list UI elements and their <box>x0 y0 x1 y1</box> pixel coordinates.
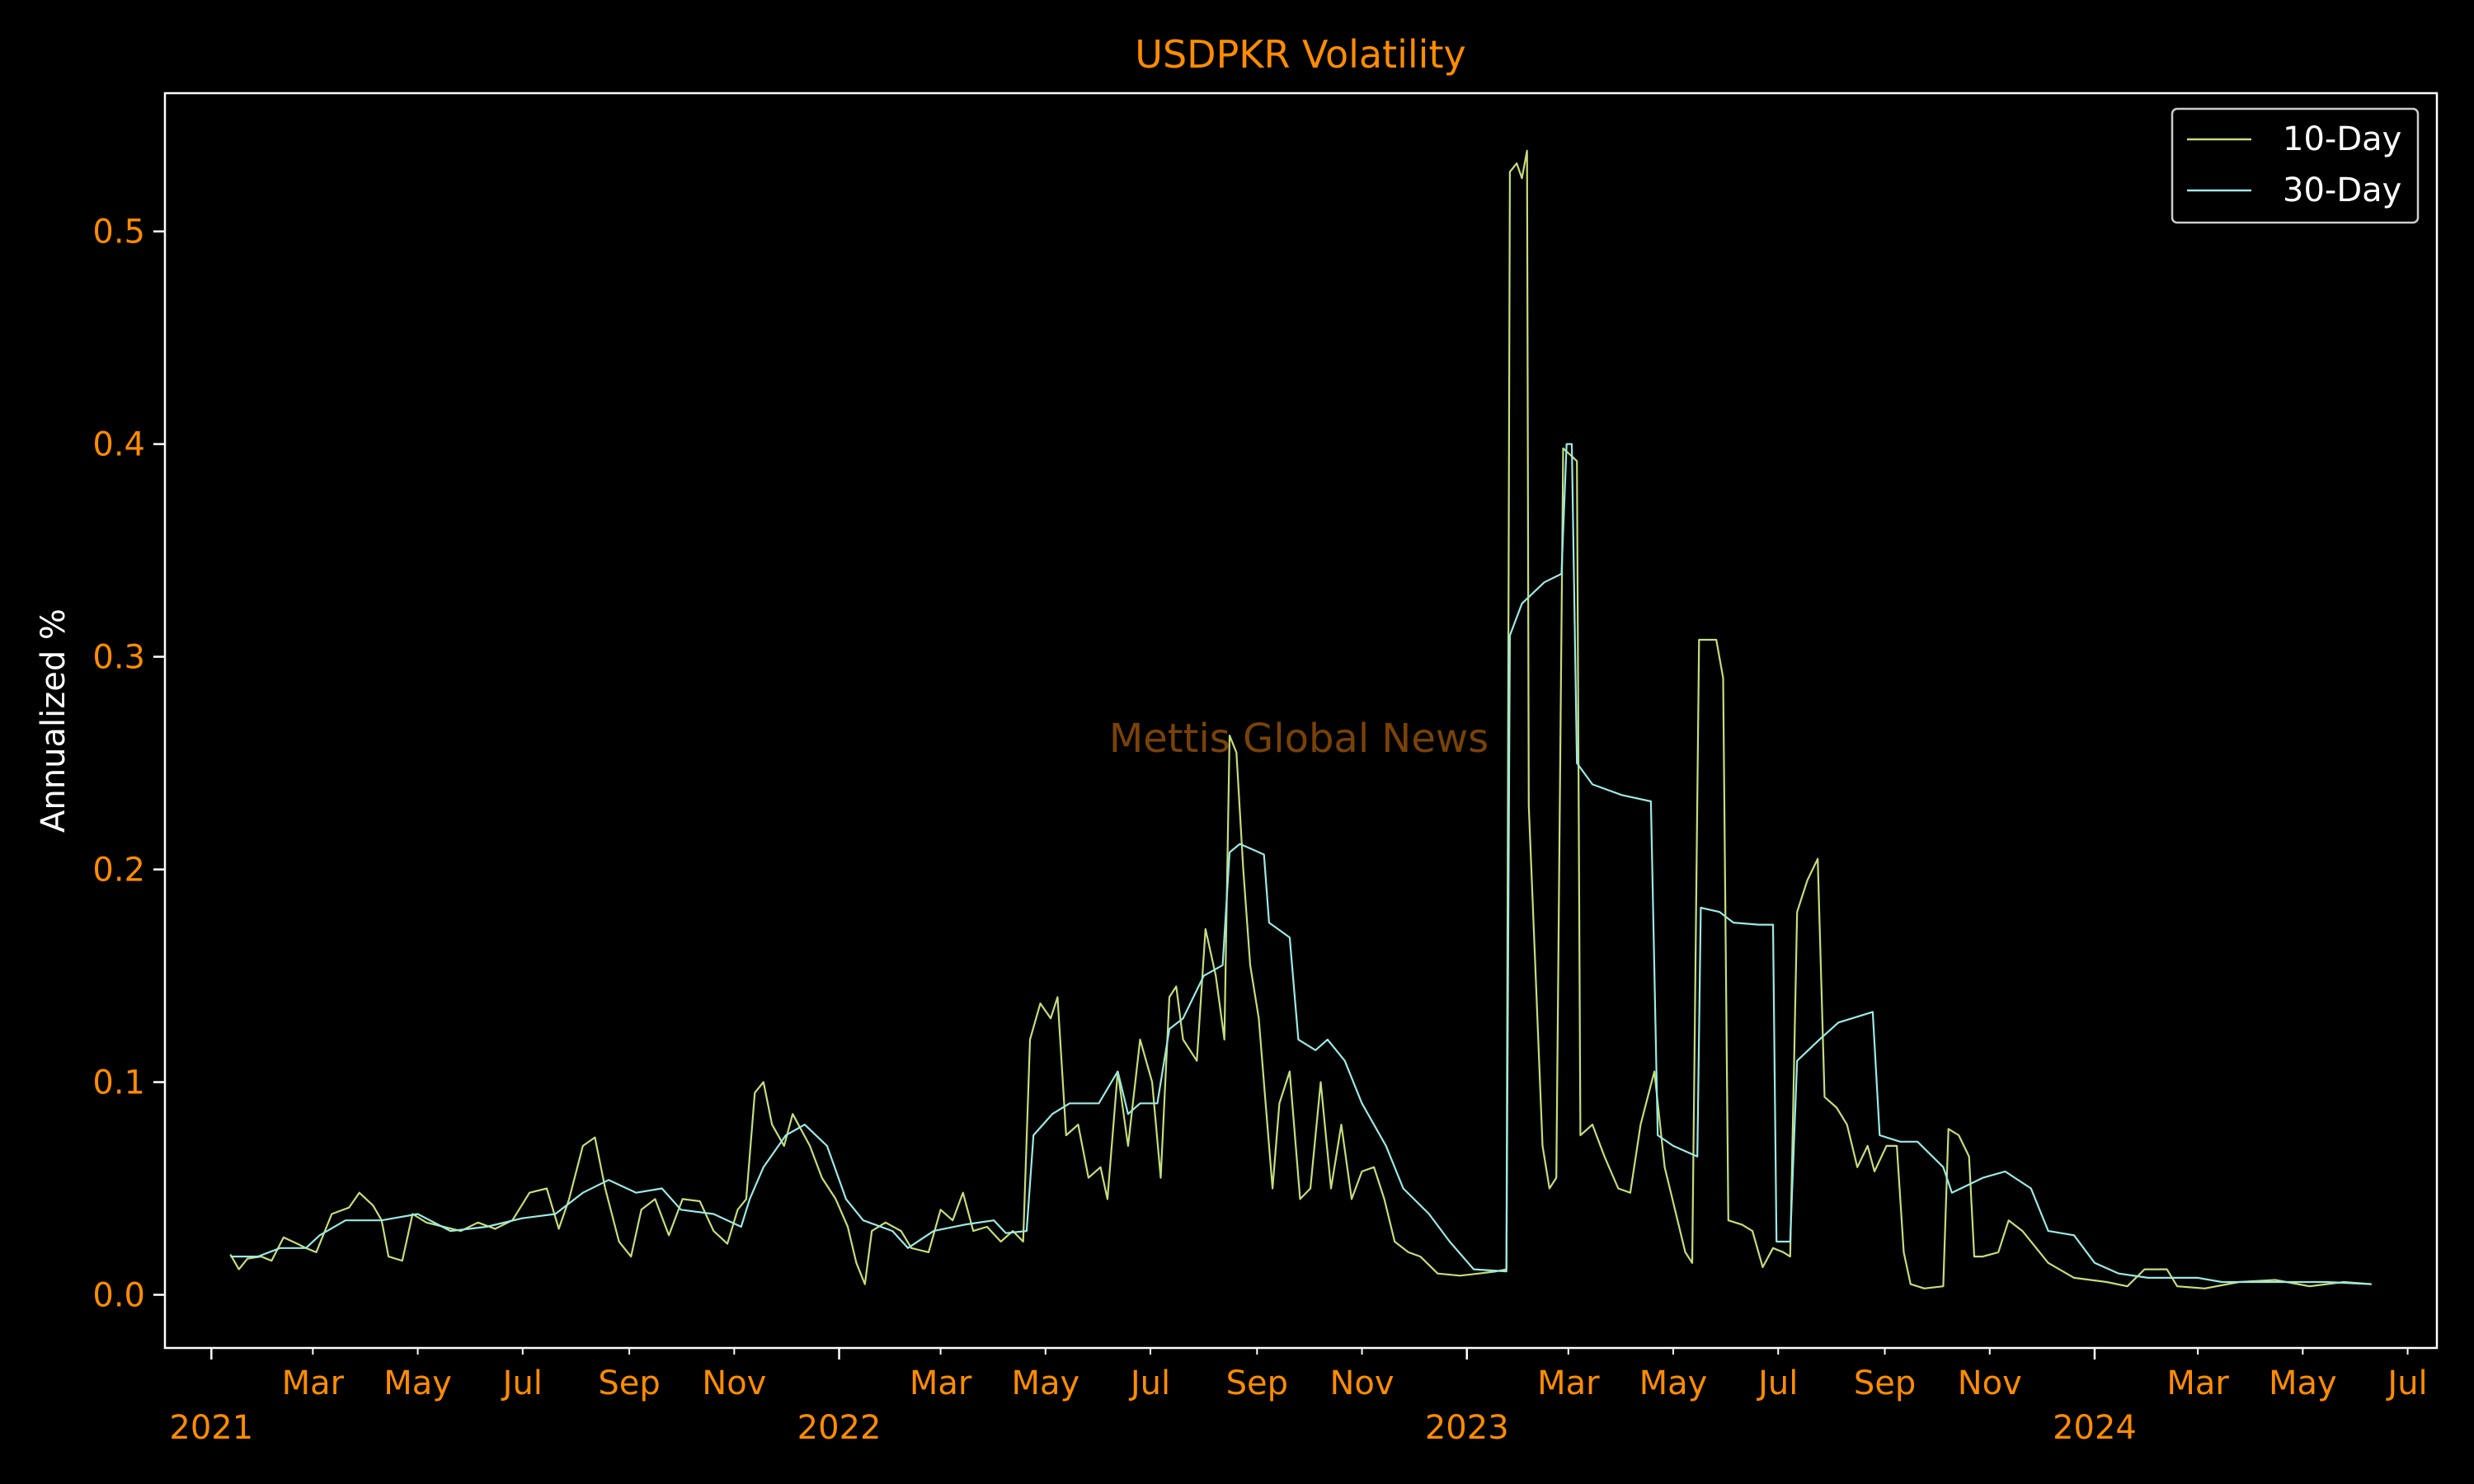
x-month-label: Sep <box>1854 1364 1916 1402</box>
y-tick-label: 0.4 <box>92 426 145 464</box>
y-tick-label: 0.3 <box>92 639 145 677</box>
legend-label-30-day: 30-Day <box>2283 171 2401 209</box>
x-month-label: Sep <box>598 1364 660 1402</box>
axes-frame <box>163 92 2439 1350</box>
y-tick-label: 0.5 <box>92 214 145 251</box>
watermark: Mettis Global News <box>1109 716 1489 762</box>
x-month-label: May <box>2269 1364 2337 1402</box>
x-year-label: 2023 <box>1425 1409 1509 1447</box>
x-month-label: Jul <box>1756 1364 1798 1402</box>
y-tick-label: 0.2 <box>92 852 145 890</box>
y-ticks: 0.0 0.1 0.2 0.3 0.4 0.5 <box>92 214 165 1315</box>
x-month-label: Nov <box>1958 1364 2022 1402</box>
x-month-label: Nov <box>1329 1364 1394 1402</box>
y-tick-label: 0.0 <box>92 1277 145 1315</box>
x-month-label: Mar <box>1537 1364 1600 1402</box>
legend-box <box>2171 107 2420 224</box>
x-month-label: Mar <box>2166 1364 2229 1402</box>
legend: 10-Day 30-Day <box>2171 107 2420 224</box>
legend-label-10-day: 10-Day <box>2283 120 2401 158</box>
x-month-label: Mar <box>282 1364 345 1402</box>
x-month-label: May <box>1011 1364 1079 1402</box>
y-axis-label: Annualized % <box>35 608 73 833</box>
x-month-label: May <box>1639 1364 1708 1402</box>
chart-title: USDPKR Volatility <box>1135 32 1465 77</box>
series-layer <box>229 149 2372 1289</box>
x-month-label: Jul <box>2385 1364 2427 1402</box>
x-year-label: 2021 <box>169 1409 253 1447</box>
series-line-10-day <box>229 149 2372 1289</box>
x-ticks: Mar May Jul Sep Nov Mar May Jul Sep Nov Mar May Jul S… <box>169 1348 2428 1447</box>
x-month-label: Jul <box>1128 1364 1170 1402</box>
x-month-label: May <box>383 1364 452 1402</box>
x-month-label: Mar <box>910 1364 972 1402</box>
x-month-label: Nov <box>702 1364 766 1402</box>
x-month-label: Sep <box>1226 1364 1288 1402</box>
x-month-label: Jul <box>501 1364 543 1402</box>
x-year-label: 2024 <box>2053 1409 2137 1447</box>
x-year-label: 2022 <box>797 1409 882 1447</box>
y-tick-label: 0.1 <box>92 1064 145 1102</box>
series-line-30-day <box>230 443 2372 1285</box>
